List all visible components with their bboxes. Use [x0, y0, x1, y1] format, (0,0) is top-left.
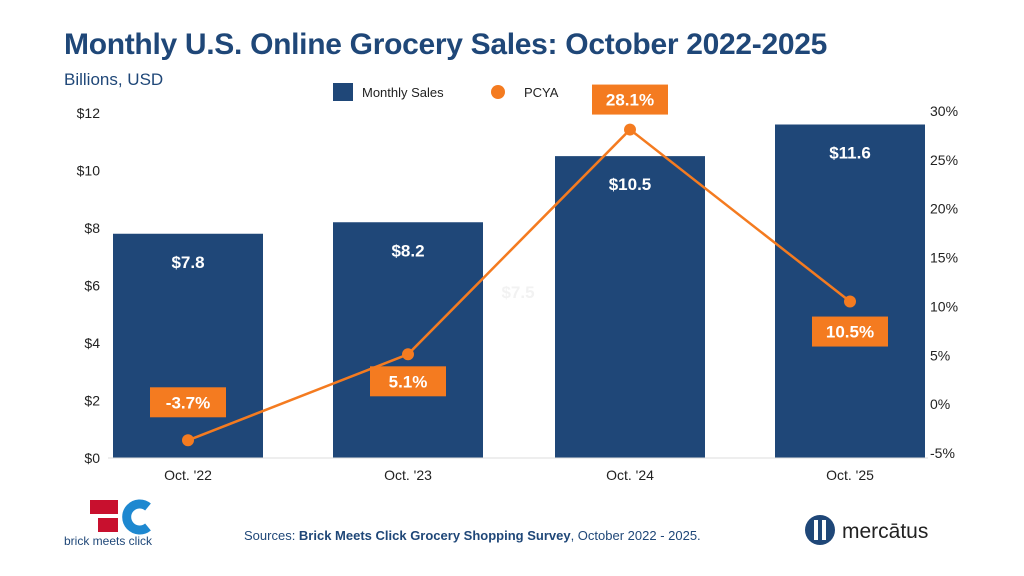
right-axis-tick: 0%	[930, 396, 950, 412]
pcya-point	[844, 295, 856, 308]
pcya-point	[182, 434, 194, 447]
pcya-point	[624, 123, 636, 136]
bar	[555, 156, 705, 458]
right-axis-tick: 30%	[930, 103, 958, 119]
right-axis-tick: 25%	[930, 152, 958, 168]
right-axis-tick: 5%	[930, 347, 950, 363]
pcya-point	[402, 348, 414, 361]
legend-label: PCYA	[524, 85, 559, 100]
pcya-label-box	[150, 387, 226, 418]
pcya-label-box	[592, 84, 668, 115]
bar-label: $7.8	[171, 253, 204, 272]
left-axis-tick: $4	[84, 335, 100, 351]
legend-swatch-bar	[333, 83, 353, 101]
left-axis-tick: $0	[84, 450, 100, 466]
right-axis-tick: -5%	[930, 445, 955, 461]
x-axis-tick: Oct. '23	[384, 467, 432, 483]
sources-note: Sources: Brick Meets Click Grocery Shopp…	[244, 528, 701, 543]
x-axis-tick: Oct. '24	[606, 467, 654, 483]
left-axis-tick: $2	[84, 393, 100, 409]
pcya-label: 28.1%	[606, 91, 654, 110]
right-axis-tick: 15%	[930, 250, 958, 266]
pcya-label-box	[370, 366, 446, 397]
x-axis-tick: Oct. '25	[826, 467, 874, 483]
pcya-line	[187, 127, 851, 442]
chart-subtitle: Billions, USD	[64, 70, 164, 89]
left-axis-tick: $10	[77, 163, 101, 179]
left-axis-tick: $6	[84, 278, 100, 294]
left-axis-tick: $8	[84, 220, 100, 236]
bar-label: $10.5	[609, 175, 652, 194]
pcya-label: -3.7%	[166, 393, 210, 412]
ghost-label: $7.5	[501, 283, 534, 302]
pcya-label: 5.1%	[389, 372, 428, 391]
right-axis-tick: 20%	[930, 201, 958, 217]
right-axis-tick: 10%	[930, 298, 958, 314]
bar-label: $8.2	[391, 241, 424, 260]
bar	[333, 222, 483, 458]
bar	[775, 124, 925, 458]
pcya-label-box	[812, 316, 888, 347]
x-axis-tick: Oct. '22	[164, 467, 212, 483]
pcya-label: 10.5%	[826, 323, 874, 342]
legend-swatch-line	[491, 85, 505, 99]
chart-title: Monthly U.S. Online Grocery Sales: Octob…	[64, 28, 828, 61]
left-axis-tick: $12	[77, 105, 101, 121]
legend-label: Monthly Sales	[362, 85, 444, 100]
bar-label: $11.6	[829, 144, 871, 163]
